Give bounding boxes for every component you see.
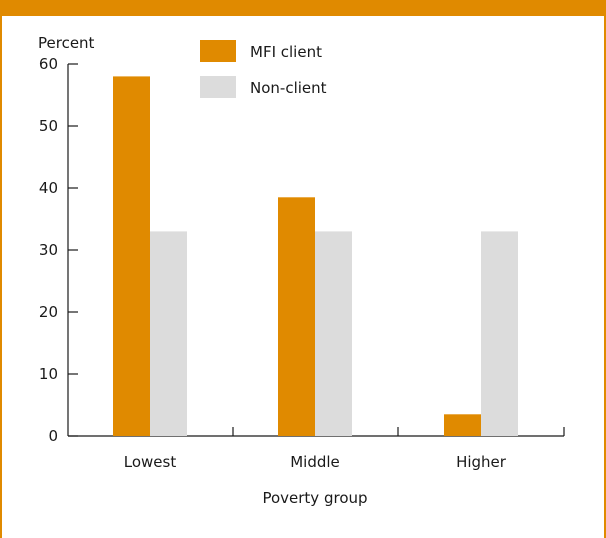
y-tick-label: 20	[39, 303, 58, 321]
x-tick-label: Higher	[456, 453, 507, 471]
legend-label: MFI client	[250, 43, 322, 61]
legend-swatch	[200, 76, 236, 98]
bar-non-client	[481, 231, 518, 436]
y-tick-label: 10	[39, 365, 58, 383]
bar-mfi-client	[278, 197, 315, 436]
legend-label: Non-client	[250, 79, 327, 97]
x-tick-label: Middle	[290, 453, 340, 471]
bar-mfi-client	[113, 76, 150, 437]
y-tick-label: 30	[39, 241, 58, 259]
bar-mfi-client	[444, 414, 481, 436]
legend-swatch	[200, 40, 236, 62]
x-axis-label: Poverty group	[262, 489, 367, 507]
y-tick-label: 60	[39, 55, 58, 73]
y-tick-label: 0	[48, 427, 58, 445]
bar-non-client	[150, 231, 187, 436]
plot-area: 0 10 20 30 40 50 60 Lowest Middle Higher MFI clien…	[39, 40, 565, 471]
y-tick-label: 50	[39, 117, 58, 135]
bar-non-client	[315, 231, 352, 436]
y-tick-label: 40	[39, 179, 58, 197]
y-axis-label: Percent	[38, 34, 95, 52]
x-tick-label: Lowest	[124, 453, 177, 471]
